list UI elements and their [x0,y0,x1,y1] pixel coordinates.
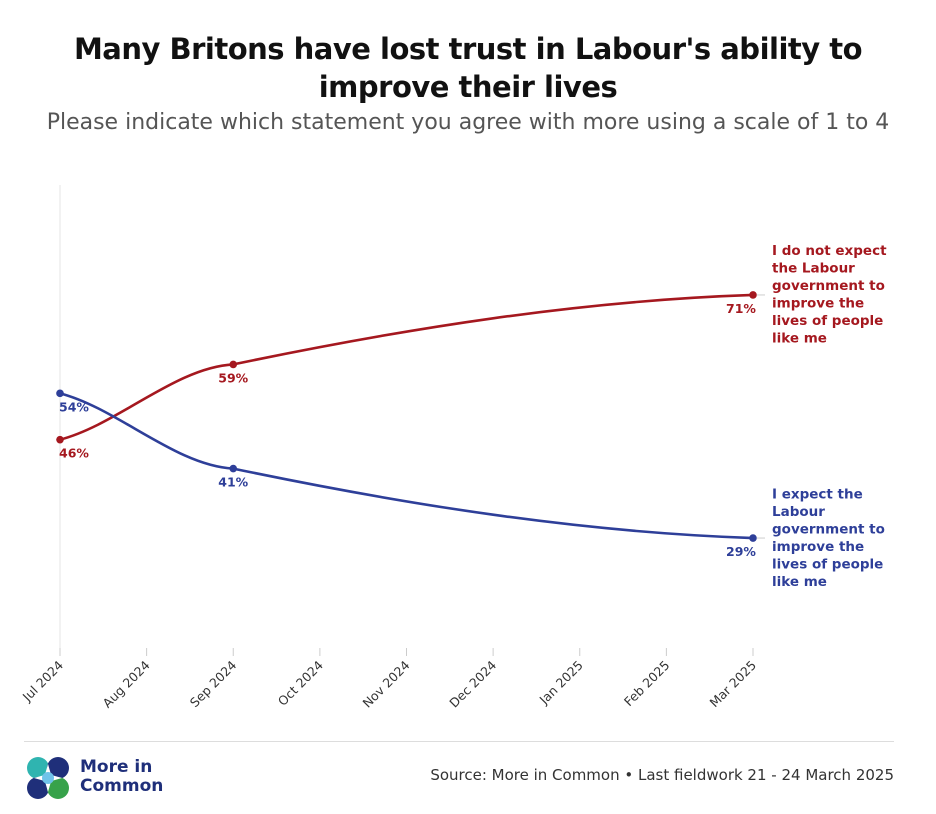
data-label: 54% [59,399,89,414]
series-label-line: I do not expect [772,243,887,259]
series-line-0 [59,293,754,441]
data-point [56,435,64,444]
series-label-line: like me [772,574,827,590]
x-tick-label: Oct 2024 [275,657,326,708]
data-point [229,464,238,473]
series-label-line: the Labour [772,261,855,277]
series-label-line: lives of people [772,556,883,572]
series-label-line: Labour [772,504,825,520]
x-tick-label: Sep 2024 [187,657,240,710]
data-label: 29% [726,544,756,559]
footer-divider [24,741,894,742]
data-point [56,389,64,398]
data-point [749,291,757,299]
data-point [749,534,757,542]
logo-mark-icon [27,757,69,799]
more-in-common-logo: More in Common [24,754,184,802]
series-label-line: improve the [772,296,864,312]
logo-text-line1: More in [80,757,153,777]
series-label-line: like me [772,331,827,347]
data-label: 46% [59,446,89,461]
series-line-1 [59,392,754,540]
x-tick-label: Jul 2024 [19,657,66,704]
data-label: 41% [218,475,248,490]
chart-subtitle: Please indicate which statement you agre… [46,110,890,135]
x-tick-label: Aug 2024 [100,657,153,710]
x-tick-label: Feb 2025 [621,658,673,710]
logo-wordmark: More in Common [80,758,163,796]
logo-text-line2: Common [80,776,164,796]
data-label: 71% [726,301,756,316]
data-label: 59% [218,370,248,385]
data-point [229,360,238,369]
series-label-line: government to [772,278,885,294]
series-label-line: I expect the [772,486,863,502]
source-note: Source: More in Common • Last fieldwork … [430,766,894,784]
x-tick-label: Dec 2024 [446,657,499,710]
chart-title: Many Britons have lost trust in Labour's… [73,32,863,104]
series-label-line: improve the [772,539,864,555]
x-tick-label: Nov 2024 [359,657,412,710]
series-label-line: government to [772,521,885,537]
line-chart: Jul 2024 Aug 2024 Sep 2024 Oct 2024 Nov 2024… [19,185,887,711]
series-label-line: lives of people [772,313,883,329]
x-tick-label: Mar 2025 [707,658,760,711]
x-tick-label: Jan 2025 [536,658,586,708]
